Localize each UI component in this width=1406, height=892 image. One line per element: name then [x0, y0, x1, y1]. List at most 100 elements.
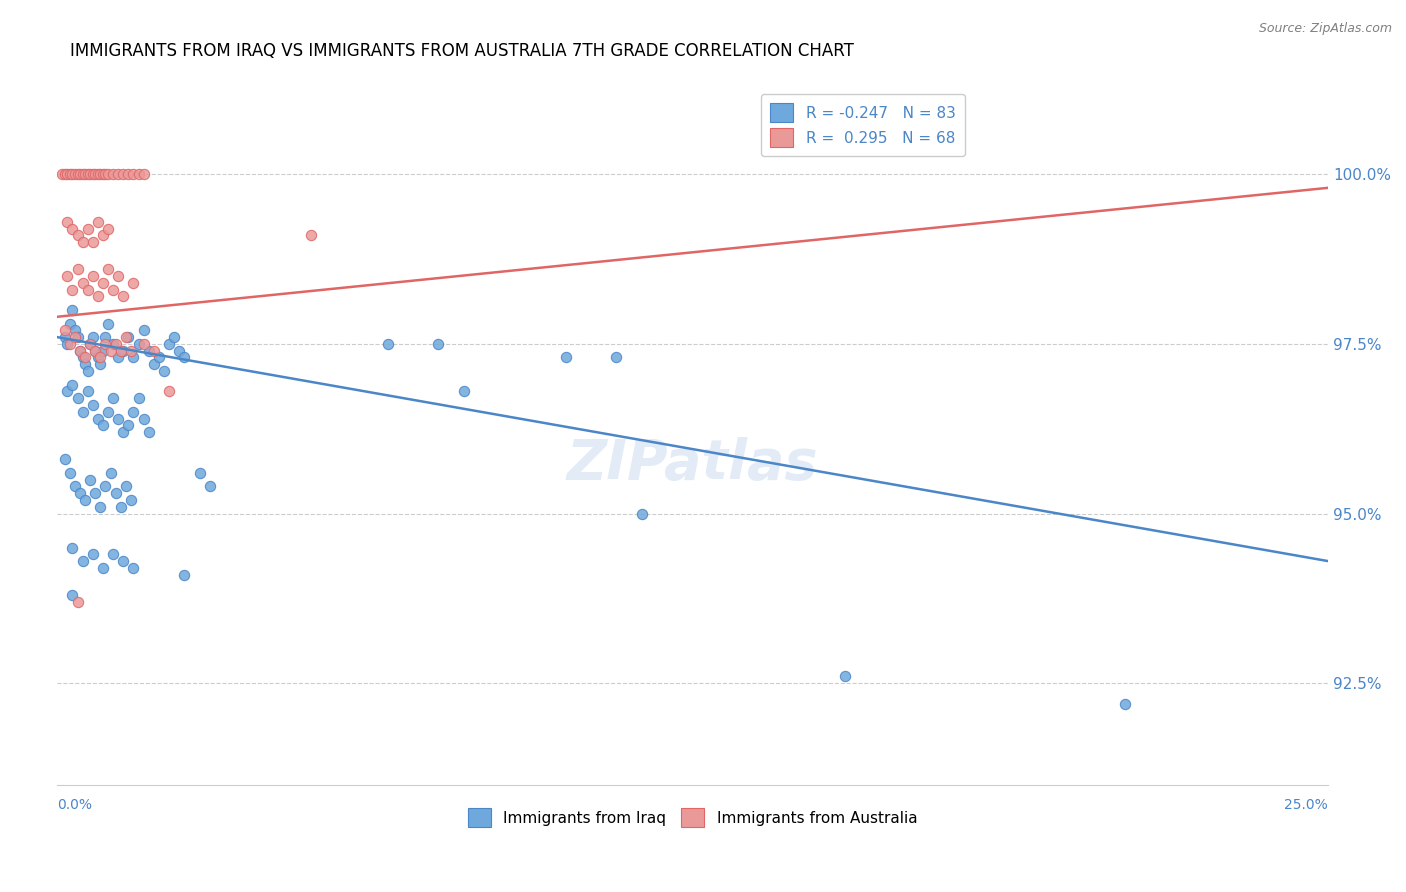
Point	[56, 167, 79, 181]
Point	[79, 337, 101, 351]
Point	[114, 479, 136, 493]
Point	[107, 167, 129, 181]
Point	[112, 167, 135, 181]
Point	[107, 268, 129, 283]
Point	[66, 167, 89, 181]
Point	[605, 351, 627, 365]
Point	[53, 167, 76, 181]
Point	[107, 411, 129, 425]
Point	[101, 391, 124, 405]
Point	[101, 337, 124, 351]
Point	[198, 479, 221, 493]
Point	[100, 343, 122, 358]
Point	[112, 554, 135, 568]
Point	[69, 167, 91, 181]
Point	[117, 418, 139, 433]
Point	[97, 262, 120, 277]
Point	[128, 167, 150, 181]
Point	[84, 343, 107, 358]
Point	[75, 351, 97, 365]
Point	[153, 364, 176, 378]
Point	[138, 343, 160, 358]
Point	[112, 425, 135, 439]
Text: 25.0%: 25.0%	[1285, 797, 1329, 812]
Point	[87, 351, 110, 365]
Point	[79, 473, 101, 487]
Point	[79, 337, 101, 351]
Point	[79, 167, 101, 181]
Point	[173, 567, 195, 582]
Point	[87, 215, 110, 229]
Point	[72, 167, 94, 181]
Point	[56, 337, 79, 351]
Point	[76, 221, 98, 235]
Point	[91, 418, 114, 433]
Point	[104, 337, 127, 351]
Point	[66, 262, 89, 277]
Point	[89, 167, 111, 181]
Point	[72, 405, 94, 419]
Point	[59, 337, 82, 351]
Point	[142, 343, 165, 358]
Point	[66, 391, 89, 405]
Point	[76, 384, 98, 399]
Point	[97, 317, 120, 331]
Point	[87, 411, 110, 425]
Point	[630, 507, 652, 521]
Point	[72, 235, 94, 249]
Point	[72, 276, 94, 290]
Point	[53, 323, 76, 337]
Point	[132, 411, 155, 425]
Point	[82, 268, 104, 283]
Point	[173, 351, 195, 365]
Point	[75, 167, 97, 181]
Point	[91, 228, 114, 243]
Point	[188, 466, 211, 480]
Point	[89, 357, 111, 371]
Point	[1114, 697, 1136, 711]
Point	[163, 330, 186, 344]
Point	[84, 167, 107, 181]
Point	[69, 486, 91, 500]
Point	[122, 167, 145, 181]
Point	[56, 268, 79, 283]
Point	[59, 466, 82, 480]
Point	[75, 493, 97, 508]
Point	[167, 343, 190, 358]
Point	[66, 330, 89, 344]
Point	[100, 466, 122, 480]
Point	[63, 330, 86, 344]
Point	[56, 384, 79, 399]
Point	[82, 167, 104, 181]
Point	[122, 276, 145, 290]
Point	[53, 330, 76, 344]
Point	[101, 283, 124, 297]
Point	[89, 500, 111, 514]
Text: ZIPatlas: ZIPatlas	[567, 437, 818, 491]
Point	[63, 167, 86, 181]
Point	[142, 357, 165, 371]
Point	[82, 547, 104, 561]
Point	[89, 351, 111, 365]
Point	[117, 330, 139, 344]
Point	[110, 343, 132, 358]
Point	[82, 398, 104, 412]
Point	[453, 384, 475, 399]
Point	[128, 391, 150, 405]
Point	[132, 337, 155, 351]
Point	[112, 289, 135, 303]
Point	[63, 323, 86, 337]
Text: 0.0%: 0.0%	[58, 797, 93, 812]
Point	[56, 215, 79, 229]
Point	[66, 595, 89, 609]
Point	[132, 167, 155, 181]
Point	[377, 337, 399, 351]
Point	[62, 541, 84, 555]
Point	[107, 351, 129, 365]
Point	[59, 317, 82, 331]
Point	[69, 343, 91, 358]
Point	[62, 167, 84, 181]
Point	[148, 351, 170, 365]
Point	[117, 167, 139, 181]
Point	[69, 343, 91, 358]
